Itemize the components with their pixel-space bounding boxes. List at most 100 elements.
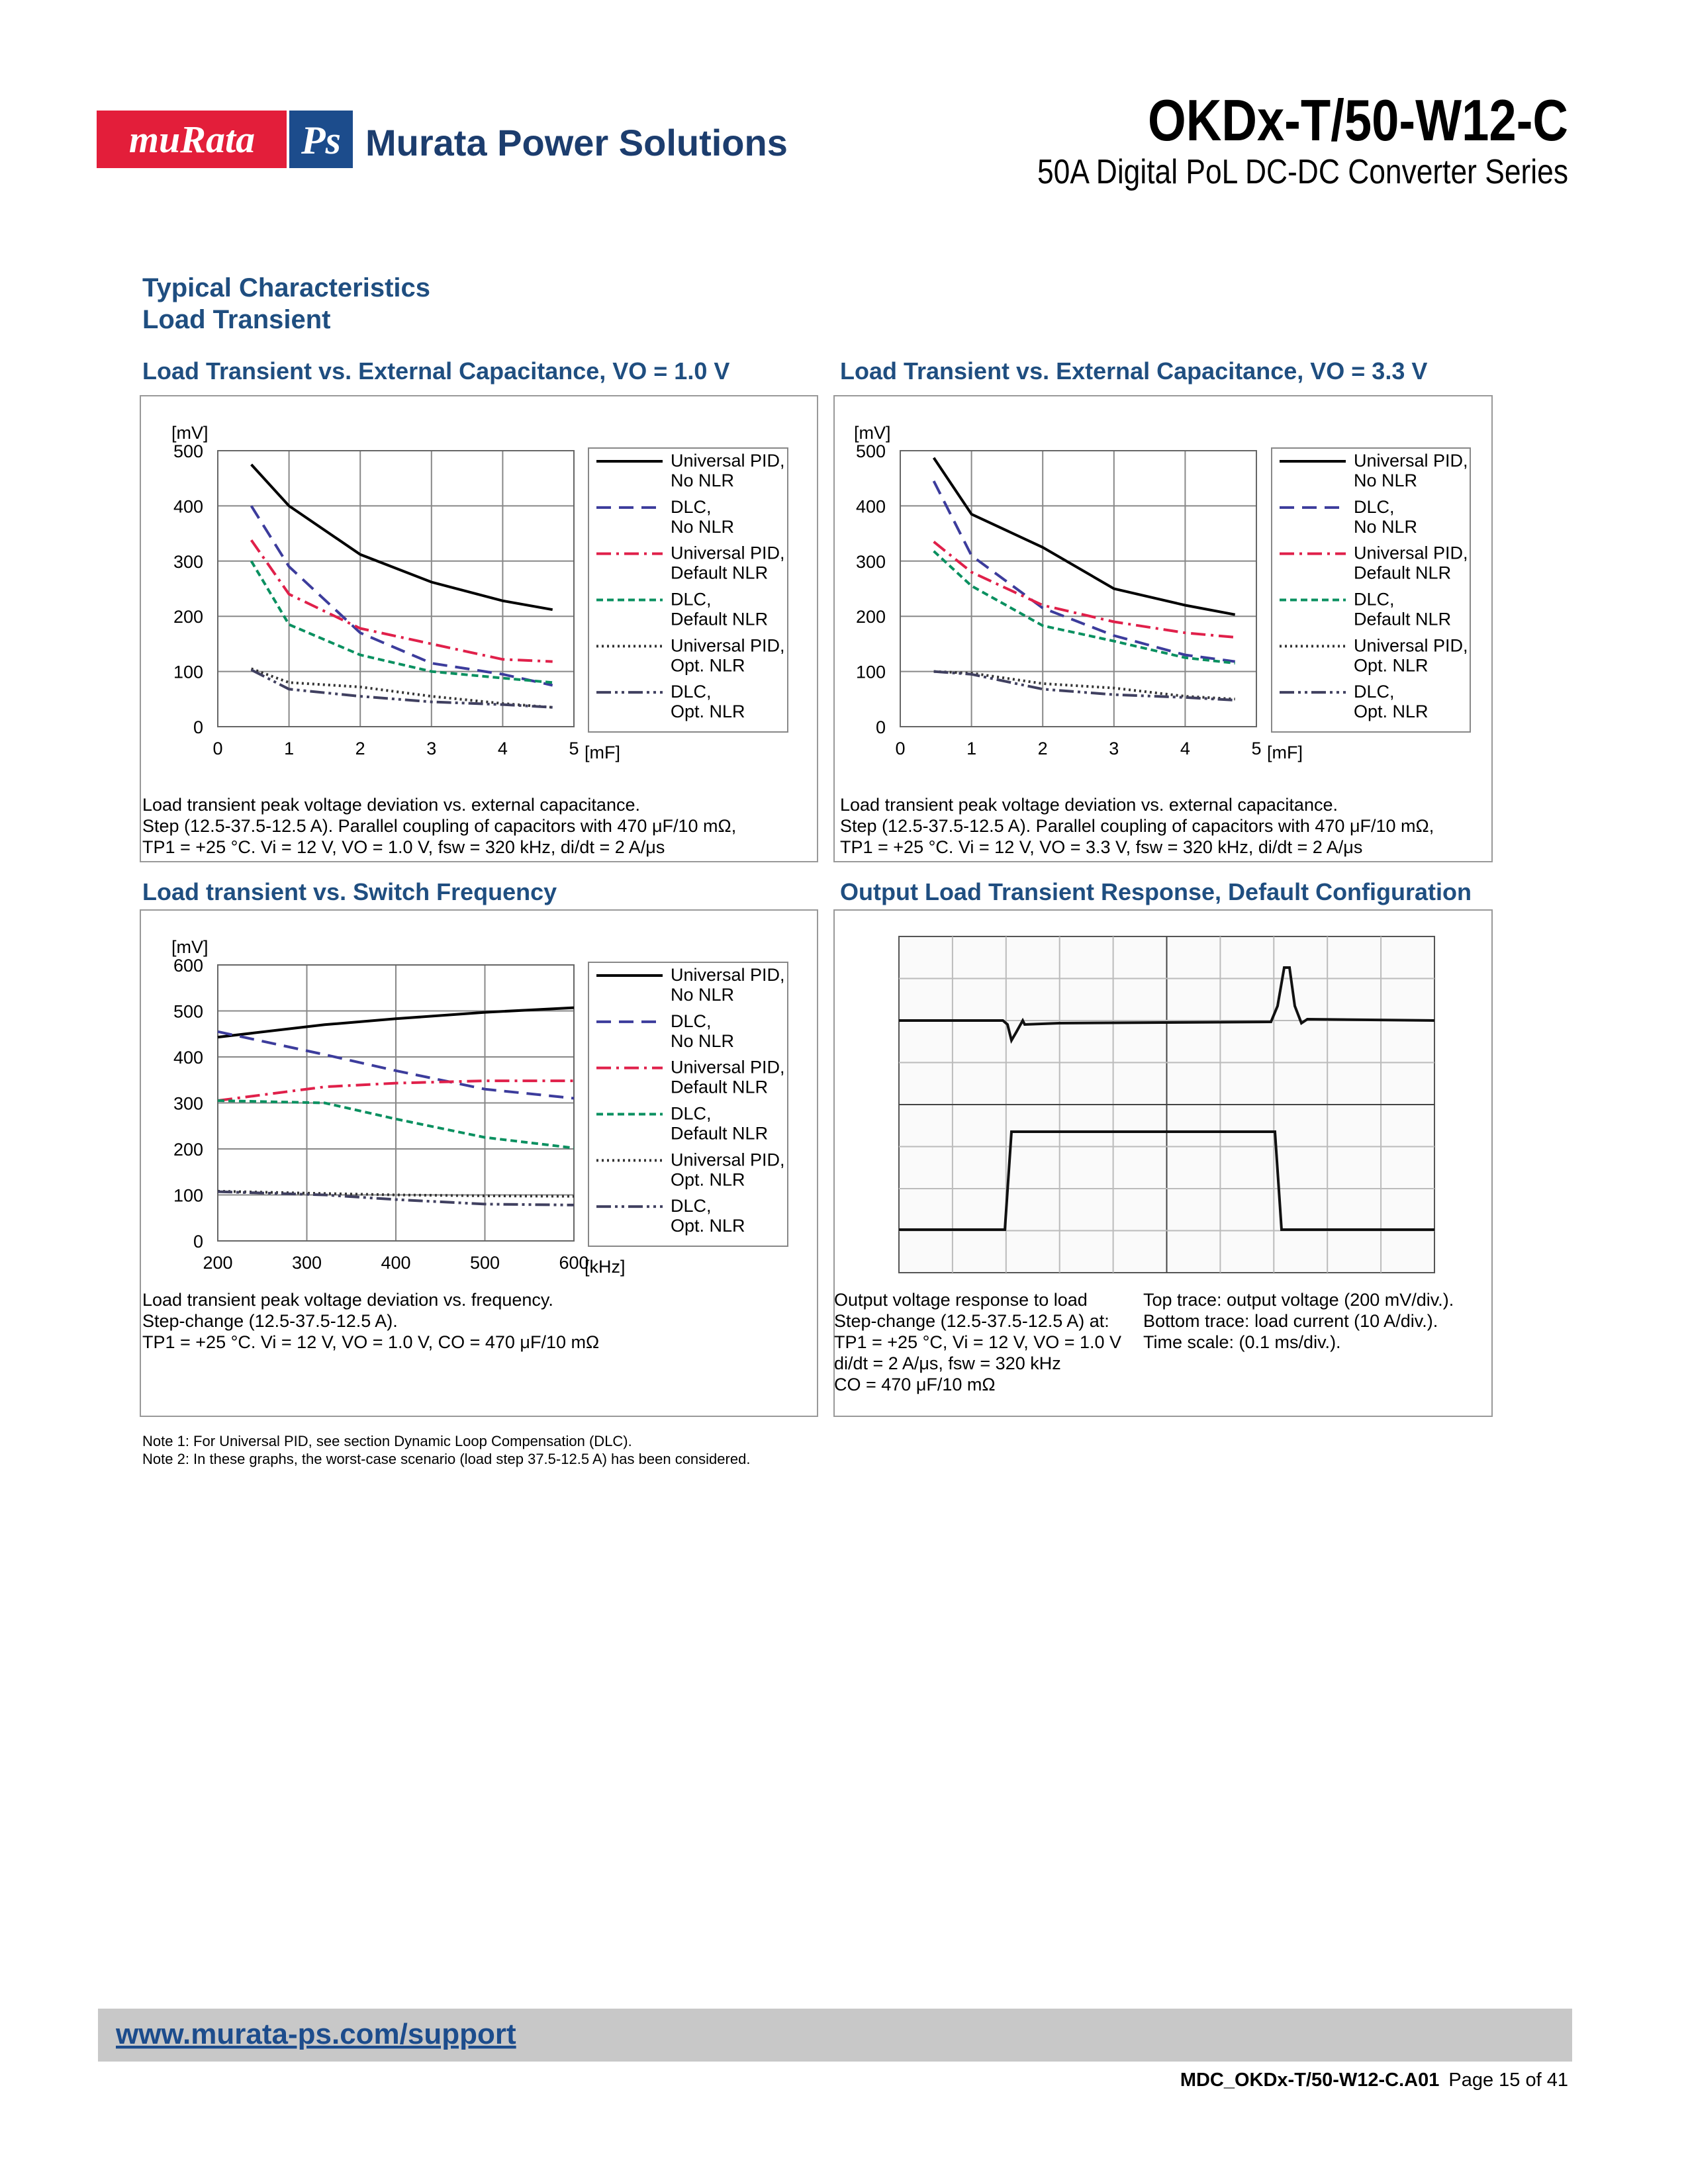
y-tick-label: 400 [856, 496, 886, 516]
description: 50A Digital PoL DC-DC Converter Series [1037, 153, 1568, 191]
series-line [250, 505, 553, 687]
scope-top-trace [899, 966, 1435, 1044]
series-line [933, 541, 1235, 639]
caption-line: TP1 = +25 °C. Vi = 12 V, VO = 1.0 V, CO … [142, 1332, 599, 1352]
scope-bottom-trace [899, 1130, 1434, 1231]
legend-label: Universal PID, Default NLR [671, 1058, 785, 1097]
y-tick-label: 100 [856, 662, 886, 682]
legend-label: Universal PID, Default NLR [671, 543, 785, 583]
chart-panel [140, 909, 818, 1417]
caption-line: Load transient peak voltage deviation vs… [142, 1290, 553, 1310]
legend-box [1271, 447, 1471, 733]
footer-link[interactable]: www.murata-ps.com/support [115, 2018, 516, 2050]
legend-label: Universal PID, No NLR [1354, 451, 1468, 490]
legend-label: Universal PID, Opt. NLR [671, 1150, 785, 1189]
x-tick-label: 5 [569, 739, 579, 758]
scope-caption: Step-change (12.5-37.5-12.5 A) at: [834, 1311, 1109, 1331]
plot-frame [217, 964, 575, 1242]
note: Note 1: For Universal PID, see section D… [142, 1433, 632, 1449]
legend-box [588, 962, 788, 1247]
brand-right: Ps [301, 118, 341, 162]
legend-label: Universal PID, Opt. NLR [671, 635, 785, 675]
legend-label: DLC, Opt. NLR [671, 682, 745, 721]
x-tick-label: 4 [498, 739, 508, 758]
series-line [250, 667, 553, 709]
series-line [250, 463, 553, 612]
legend-label: Universal PID, Default NLR [1354, 543, 1468, 583]
series-line [217, 1099, 575, 1150]
scope-screen [898, 936, 1435, 1273]
chart-title: Load transient vs. Switch Frequency [142, 878, 557, 905]
page-number: Page 15 of 41 [1448, 2070, 1568, 2091]
legend-label: DLC, Opt. NLR [1354, 682, 1429, 721]
caption-line: TP1 = +25 °C. Vi = 12 V, VO = 1.0 V, fsw… [142, 837, 665, 857]
series-line [217, 1079, 574, 1102]
scope-panel [833, 909, 1493, 1417]
series-line [250, 560, 553, 684]
legend-label: DLC, No NLR [671, 497, 734, 537]
series-line [217, 1190, 575, 1206]
y-tick-label: 200 [856, 607, 886, 627]
series-line [250, 539, 553, 663]
chart-panel [140, 395, 818, 862]
x-tick-label: 3 [426, 739, 436, 758]
x-tick-label: 1 [284, 739, 294, 758]
product: OKDx-T/50-W12-C [1148, 87, 1568, 153]
y-axis-label: [mV] [171, 937, 209, 957]
x-tick-label: 0 [895, 739, 905, 758]
x-tick-label: 300 [292, 1253, 322, 1273]
y-tick-label: 0 [193, 1232, 203, 1251]
footer-ids: MDC_OKDx-T/50-W12-C.A01 Page 15 of 41 [1180, 2070, 1568, 2091]
caption-line: Load transient peak voltage deviation vs… [840, 795, 1338, 815]
footer-band [98, 2009, 1572, 2062]
document-id: MDC_OKDx-T/50-W12-C.A01 [1180, 2070, 1440, 2091]
section-subtitle: Load Transient [142, 305, 331, 334]
y-tick-label: 500 [173, 1002, 203, 1022]
y-tick-label: 100 [173, 662, 203, 682]
x-tick-label: 5 [1251, 739, 1261, 758]
y-tick-label: 300 [173, 552, 203, 572]
y-tick-label: 600 [173, 956, 203, 976]
x-axis-label: [mF] [1267, 743, 1303, 762]
y-axis-label: [mV] [854, 423, 891, 443]
x-axis-label: [kHz] [585, 1257, 626, 1277]
series-line [933, 550, 1235, 665]
x-tick-label: 2 [355, 739, 365, 758]
x-tick-label: 600 [559, 1253, 588, 1273]
caption-line: TP1 = +25 °C. Vi = 12 V, VO = 3.3 V, fsw… [840, 837, 1362, 857]
y-tick-label: 400 [173, 496, 203, 516]
chart-title: Load Transient vs. External Capacitance,… [142, 357, 729, 385]
legend-label: DLC, No NLR [671, 1011, 734, 1051]
logo-blue [289, 111, 353, 168]
y-tick-label: 400 [173, 1048, 203, 1068]
chart-panel [833, 395, 1493, 862]
legend-label: DLC, Default NLR [671, 590, 768, 629]
note: Note 2: In these graphs, the worst-case … [142, 1451, 750, 1467]
section-title: Typical Characteristics [142, 273, 430, 302]
legend-label: Universal PID, No NLR [671, 451, 785, 490]
scope-caption: Output voltage response to load [834, 1290, 1088, 1310]
x-tick-label: 400 [381, 1253, 410, 1273]
y-tick-label: 200 [173, 607, 203, 627]
x-tick-label: 0 [212, 739, 222, 758]
y-tick-label: 0 [193, 717, 203, 737]
y-tick-label: 500 [173, 441, 203, 461]
series-line [217, 1030, 575, 1100]
scope-caption: Time scale: (0.1 ms/div.). [1143, 1332, 1341, 1352]
scope-title: Output Load Transient Response, Default … [840, 878, 1472, 905]
series-line [932, 457, 1236, 616]
scope-caption: Bottom trace: load current (10 A/div.). [1143, 1311, 1438, 1331]
x-tick-label: 1 [966, 739, 976, 758]
x-tick-label: 4 [1180, 739, 1190, 758]
x-tick-label: 2 [1038, 739, 1048, 758]
x-tick-label: 500 [470, 1253, 500, 1273]
series-line [217, 1189, 575, 1198]
y-axis-label: [mV] [171, 423, 209, 443]
brand-left: muRata [129, 118, 255, 161]
legend-box [588, 447, 788, 733]
y-tick-label: 100 [173, 1186, 203, 1206]
y-tick-label: 500 [856, 441, 886, 461]
legend-label: Universal PID, Opt. NLR [1354, 635, 1468, 675]
caption-line: Step (12.5-37.5-12.5 A). Parallel coupli… [142, 816, 736, 836]
